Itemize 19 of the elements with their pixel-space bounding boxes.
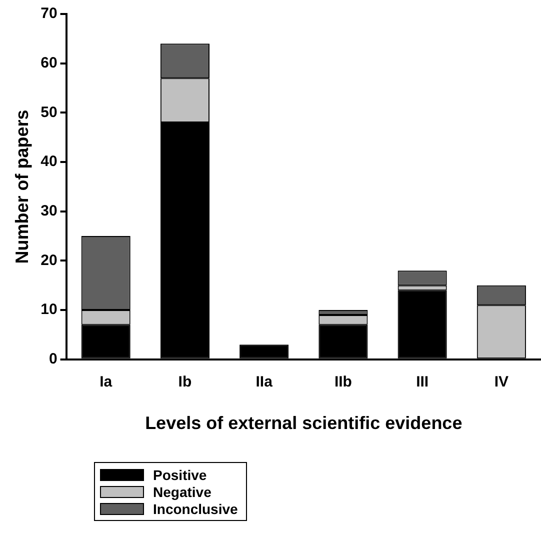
y-tick-label: 60 bbox=[40, 54, 58, 72]
x-tick-label: IIa bbox=[256, 374, 274, 391]
x-tick-label: Ia bbox=[100, 374, 113, 391]
x-tick-label: III bbox=[416, 374, 429, 391]
y-axis-title: Number of papers bbox=[12, 110, 32, 264]
y-tick-label: 50 bbox=[40, 104, 58, 121]
y-tick-label: 30 bbox=[40, 202, 58, 220]
x-tick-label: Ib bbox=[178, 374, 192, 391]
legend-label: Negative bbox=[153, 484, 212, 500]
y-tick-label: 0 bbox=[48, 350, 58, 368]
x-tick-label: IIb bbox=[334, 374, 352, 391]
y-tick-label: 40 bbox=[40, 153, 58, 170]
y-tick-label: 10 bbox=[40, 301, 58, 318]
y-tick-label: 20 bbox=[40, 252, 58, 269]
legend-label: Positive bbox=[153, 466, 207, 482]
x-tick-label: IV bbox=[494, 374, 509, 391]
y-tick-label: 70 bbox=[40, 5, 58, 22]
x-axis-title: Levels of external scientific evidence bbox=[145, 413, 462, 434]
legend-label: Inconclusive bbox=[153, 500, 238, 516]
